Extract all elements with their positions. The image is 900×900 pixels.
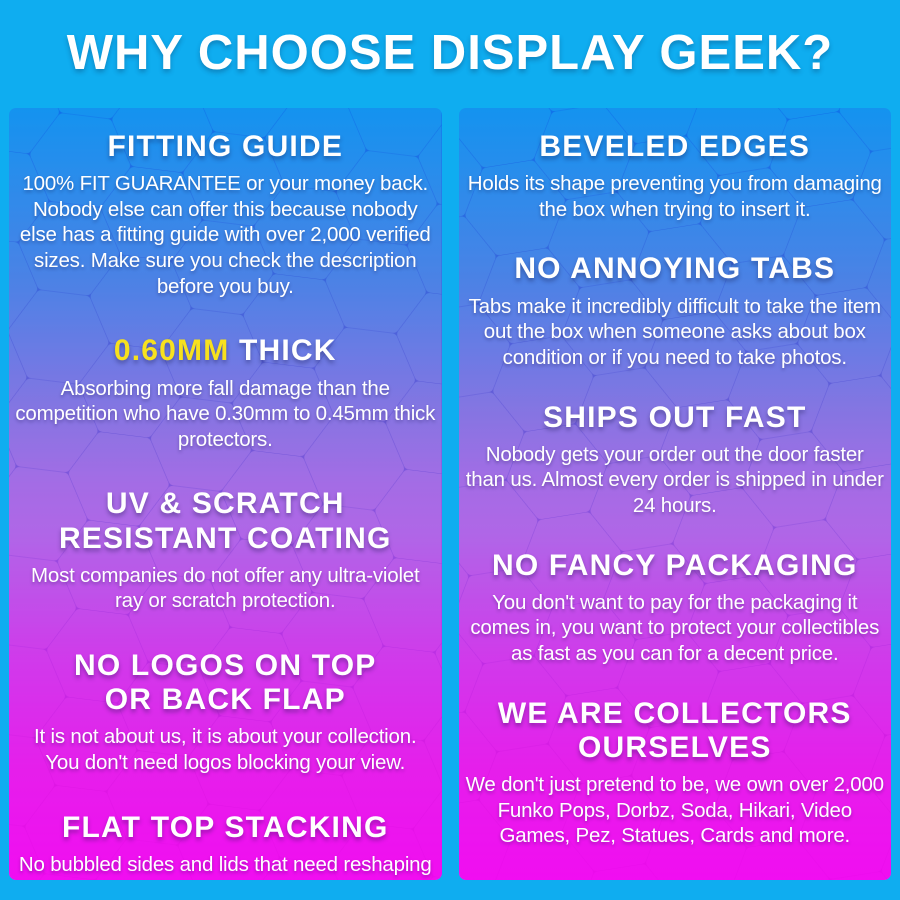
section-heading: SHIPS OUT FAST: [465, 401, 886, 435]
heading-line: BEVELED EDGES: [539, 130, 811, 163]
section-heading: UV & SCRATCH RESISTANT COATING: [15, 487, 436, 555]
section-no-annoying-tabs: NO ANNOYING TABS Tabs make it incredibly…: [465, 252, 886, 370]
section-body: We don't just pretend to be, we own over…: [465, 773, 884, 848]
section-heading: FLAT TOP STACKING: [15, 811, 436, 845]
heading-line: RESISTANT COATING: [58, 521, 392, 555]
heading-line: NO LOGOS ON TOP: [74, 649, 377, 682]
section-body: It is not about us, it is about your col…: [34, 725, 417, 774]
section-heading: BEVELED EDGES: [465, 130, 886, 164]
section-thickness: 0.60MM THICK Absorbing more fall damage …: [15, 334, 436, 452]
section-we-are-collectors: WE ARE COLLECTORS OURSELVES We don't just…: [465, 697, 886, 849]
section-ships-out-fast: SHIPS OUT FAST Nobody gets your order ou…: [465, 401, 886, 519]
heading-line: SHIPS OUT FAST: [543, 400, 807, 434]
heading-line: OR BACK FLAP: [104, 683, 346, 717]
section-heading: NO ANNOYING TABS: [465, 252, 886, 286]
feature-columns: FITTING GUIDE 100% FIT GUARANTEE or your…: [0, 106, 900, 889]
section-heading: 0.60MM THICK: [15, 334, 436, 368]
section-heading: NO FANCY PACKAGING: [465, 549, 886, 583]
section-fitting-guide: FITTING GUIDE 100% FIT GUARANTEE or your…: [15, 130, 436, 299]
section-heading: WE ARE COLLECTORS OURSELVES: [465, 697, 886, 765]
section-body: Most companies do not offer any ultra-vi…: [31, 563, 420, 613]
heading-line: WE ARE COLLECTORS: [497, 696, 852, 730]
page-title: WHY CHOOSE DISPLAY GEEK?: [66, 26, 834, 80]
heading-line: UV & SCRATCH: [105, 487, 345, 521]
section-uv-scratch-coating: UV & SCRATCH RESISTANT COATING Most compa…: [15, 487, 436, 614]
section-body: You don't want to pay for the packaging …: [470, 590, 880, 665]
heading-line: FLAT TOP STACKING: [61, 810, 389, 844]
section-no-logos: NO LOGOS ON TOP OR BACK FLAP It is not ab…: [15, 649, 436, 776]
section-body: 100% FIT GUARANTEE or your money back. N…: [19, 172, 431, 298]
section-no-fancy-packaging: NO FANCY PACKAGING You don't want to pay…: [465, 549, 886, 667]
heading-line: NO ANNOYING TABS: [514, 252, 836, 286]
section-body: Tabs make it incredibly difficult to tak…: [468, 294, 882, 369]
section-heading: FITTING GUIDE: [15, 130, 436, 164]
left-panel: FITTING GUIDE 100% FIT GUARANTEE or your…: [9, 108, 442, 880]
section-body: Nobody gets your order out the door fast…: [465, 442, 884, 517]
section-body: Absorbing more fall damage than the comp…: [15, 376, 436, 451]
section-body: No bubbled sides and lids that need resh…: [18, 852, 432, 880]
heading-line: NO FANCY PACKAGING: [491, 548, 858, 582]
heading-line: FITTING GUIDE: [107, 130, 344, 163]
heading-line: OURSELVES: [577, 730, 772, 764]
section-beveled-edges: BEVELED EDGES Holds its shape preventing…: [465, 130, 886, 222]
section-body: Holds its shape preventing you from dama…: [467, 172, 882, 221]
heading-rest: THICK: [229, 334, 337, 368]
heading-accent: 0.60MM: [113, 334, 230, 368]
right-panel-content: BEVELED EDGES Holds its shape preventing…: [459, 108, 892, 880]
section-flat-top-stacking: FLAT TOP STACKING No bubbled sides and l…: [15, 811, 436, 880]
poster-header: WHY CHOOSE DISPLAY GEEK?: [0, 0, 900, 106]
section-heading: NO LOGOS ON TOP OR BACK FLAP: [15, 649, 436, 717]
right-panel: BEVELED EDGES Holds its shape preventing…: [458, 108, 892, 880]
left-panel-content: FITTING GUIDE 100% FIT GUARANTEE or your…: [9, 108, 442, 880]
